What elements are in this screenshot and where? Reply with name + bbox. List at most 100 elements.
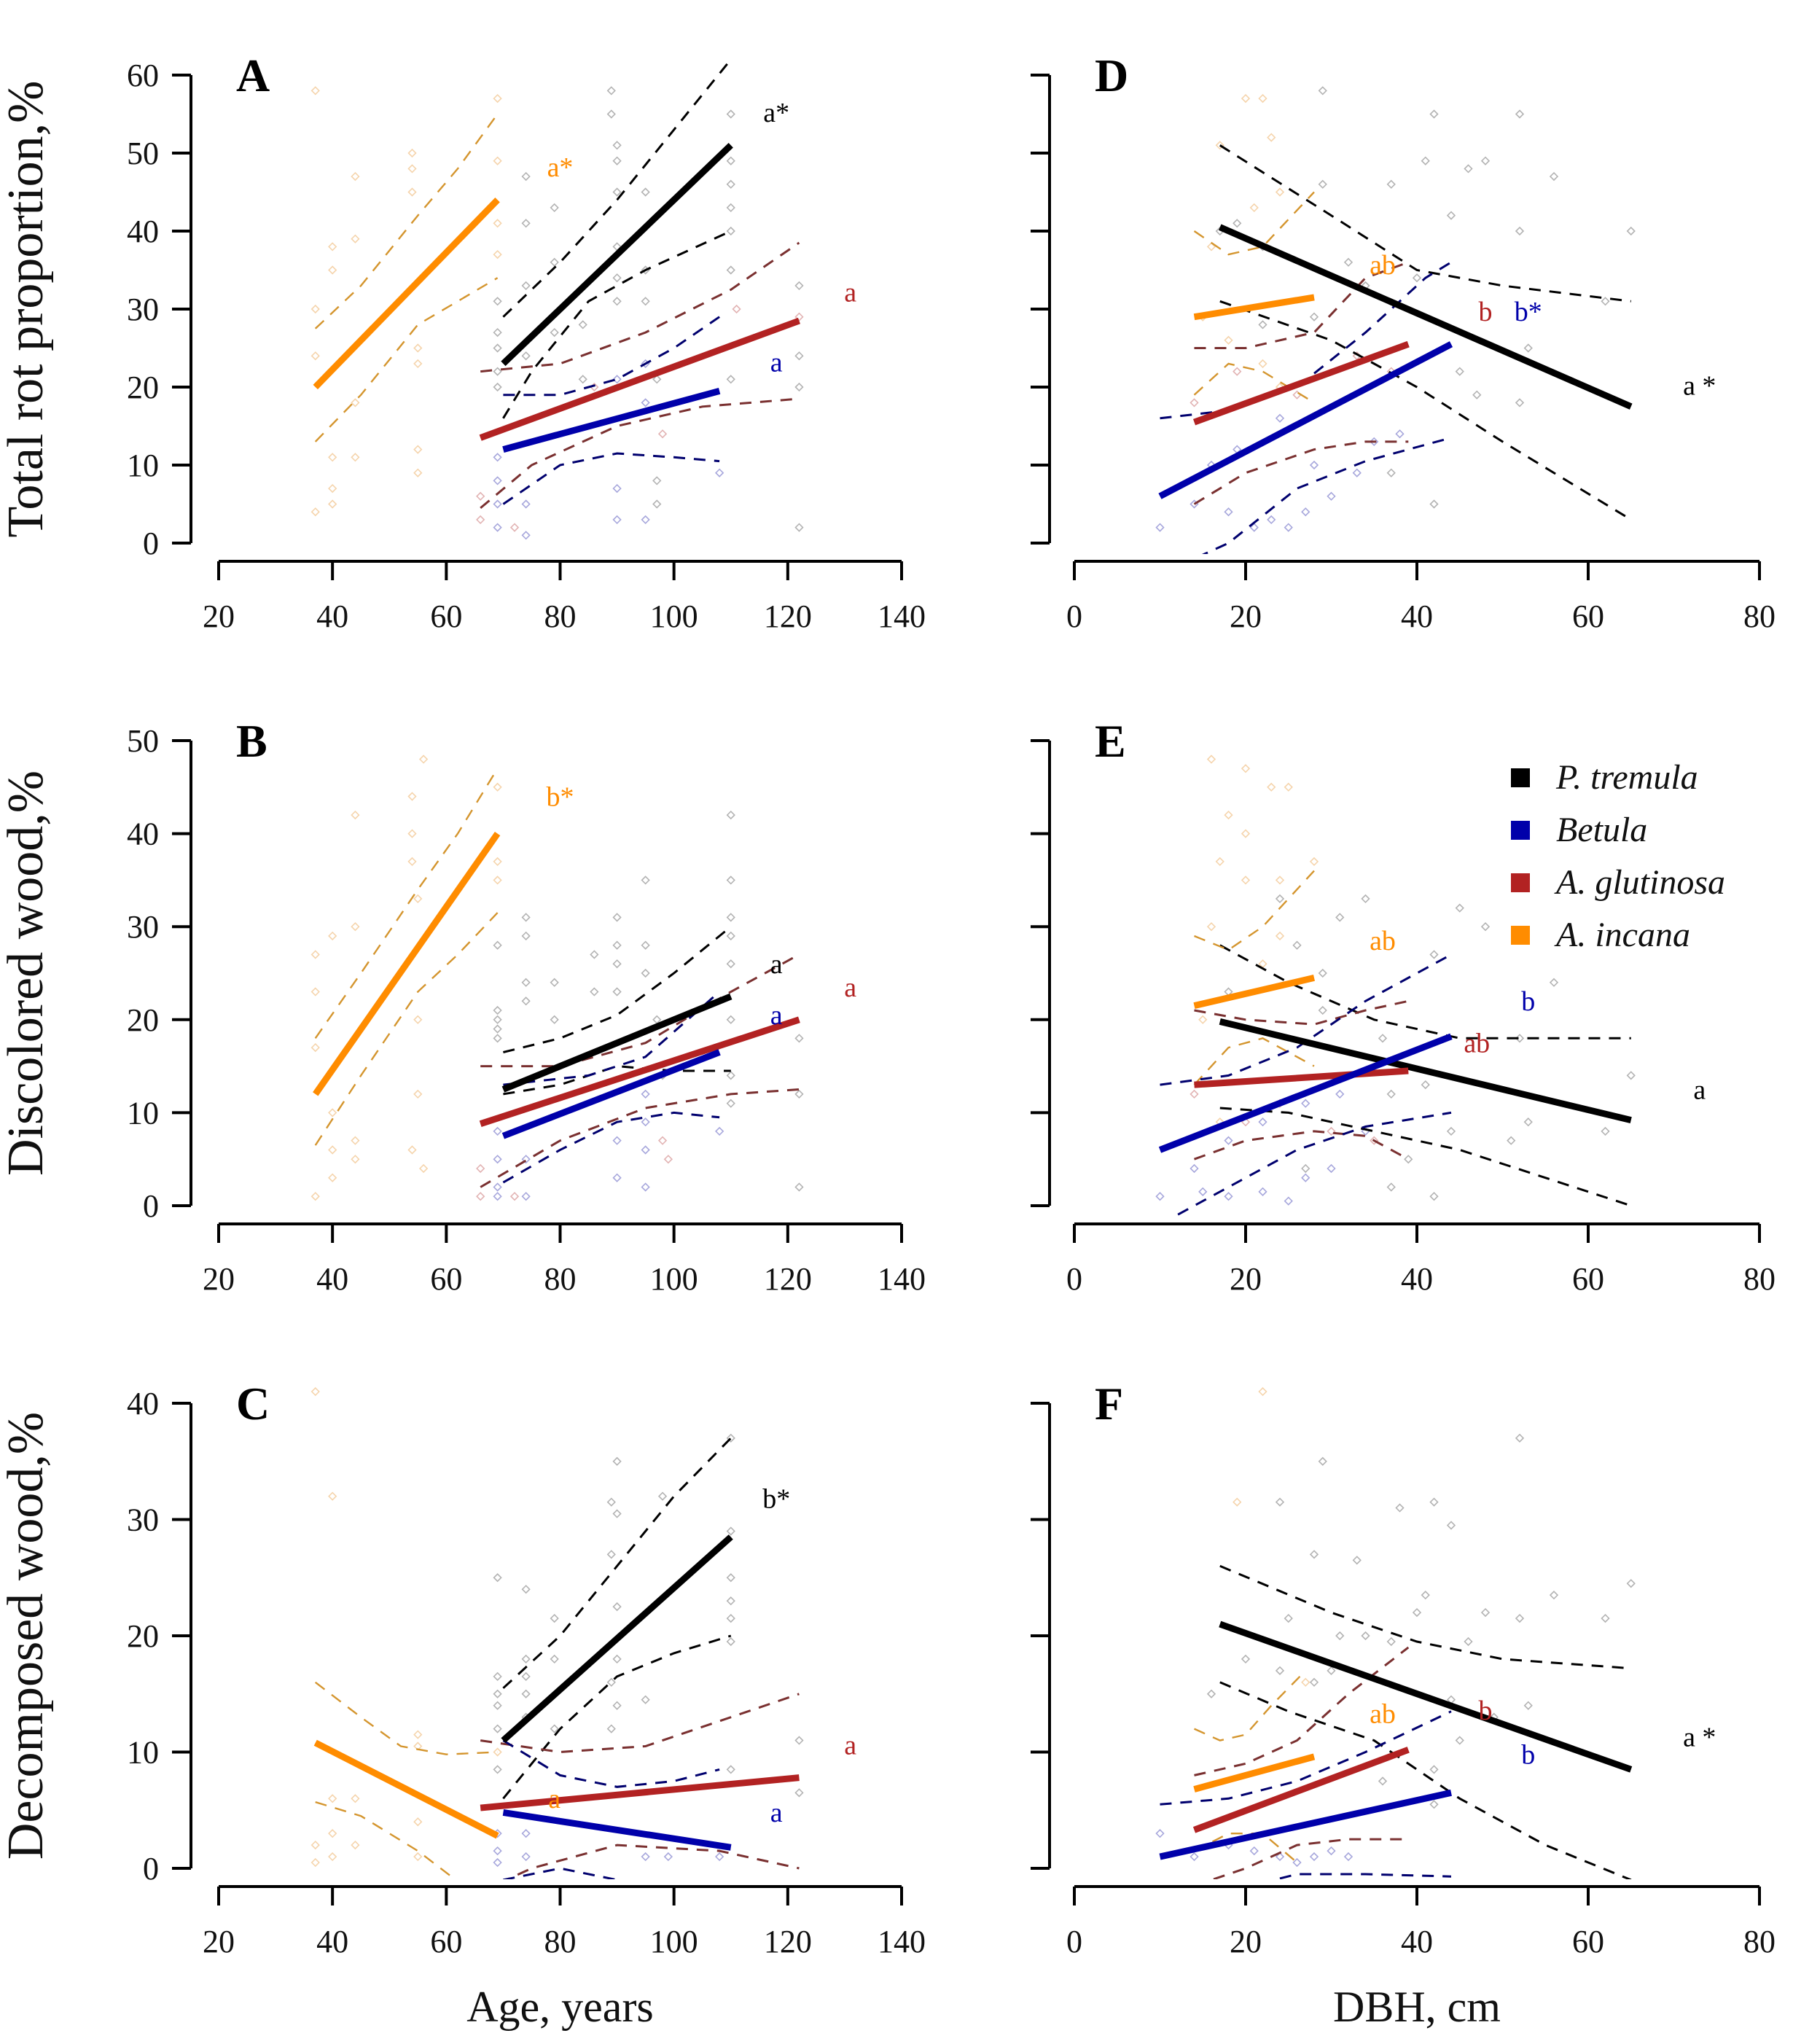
significance-label: a bbox=[844, 277, 856, 308]
x-axis: 20 40 60 80 100 120 140 bbox=[203, 1222, 926, 1297]
fit-line-glutinosa bbox=[480, 1774, 800, 1811]
x-axis-title: DBH, cm bbox=[1333, 1983, 1501, 2031]
ci-lower-betula bbox=[1201, 437, 1452, 554]
data-point bbox=[578, 375, 587, 384]
data-point bbox=[1395, 429, 1405, 439]
data-point bbox=[413, 359, 423, 369]
data-point bbox=[407, 164, 417, 173]
data-point bbox=[1241, 1654, 1251, 1664]
data-point bbox=[794, 281, 804, 291]
ci-upper-betula bbox=[1160, 953, 1452, 1086]
data-point bbox=[1429, 950, 1439, 959]
data-point bbox=[1480, 922, 1491, 932]
data-point bbox=[1343, 1852, 1353, 1862]
y-tick-label: 0 bbox=[143, 526, 159, 561]
significance-label: b* bbox=[547, 781, 574, 812]
data-point bbox=[1155, 1192, 1165, 1201]
data-point bbox=[641, 1182, 650, 1192]
data-point bbox=[476, 491, 485, 501]
data-point bbox=[1455, 903, 1464, 913]
data-point bbox=[493, 1857, 502, 1868]
x-tick-label: 80 bbox=[1743, 1924, 1776, 1959]
legend-swatch bbox=[1511, 821, 1530, 840]
data-point bbox=[328, 499, 337, 509]
data-point bbox=[1386, 1089, 1396, 1099]
data-point bbox=[612, 156, 622, 165]
data-point bbox=[726, 265, 735, 275]
data-point bbox=[328, 931, 337, 941]
data-point bbox=[1275, 1497, 1285, 1507]
data-point bbox=[328, 483, 337, 494]
data-point bbox=[1309, 312, 1319, 321]
data-point bbox=[1446, 1126, 1456, 1136]
y-tick-label: 0 bbox=[143, 1188, 159, 1224]
data-point bbox=[1429, 1765, 1439, 1774]
data-point bbox=[1327, 1846, 1336, 1856]
ci-lower-glutinosa bbox=[1210, 1838, 1409, 1879]
data-point bbox=[550, 1724, 559, 1733]
legend-label: P. tremula bbox=[1555, 758, 1698, 797]
data-point bbox=[493, 1155, 502, 1164]
data-point bbox=[606, 1724, 616, 1733]
y-axis bbox=[1031, 1402, 1051, 1870]
ci-upper-betula bbox=[502, 1739, 720, 1788]
data-point bbox=[493, 1024, 502, 1034]
x-tick-label: 100 bbox=[650, 1924, 698, 1959]
data-point bbox=[794, 312, 804, 321]
data-point bbox=[1370, 437, 1379, 447]
y-tick-label: 40 bbox=[127, 214, 159, 249]
data-point bbox=[612, 987, 622, 996]
fit-line-tremula bbox=[501, 143, 733, 367]
data-point bbox=[1258, 359, 1267, 369]
ci-upper-betula bbox=[503, 991, 721, 1086]
data-point bbox=[509, 1192, 520, 1201]
data-point bbox=[550, 327, 559, 338]
data-point bbox=[1335, 913, 1345, 922]
data-point bbox=[612, 187, 622, 197]
y-axis-title: Total rot proportion,% bbox=[0, 81, 54, 538]
data-point bbox=[1301, 1163, 1310, 1174]
data-point bbox=[310, 507, 320, 517]
data-point bbox=[1224, 1136, 1233, 1145]
y-tick-label: 40 bbox=[127, 816, 159, 852]
x-axis: 20 40 60 80 100 120 140 bbox=[203, 560, 926, 634]
x-tick-label: 40 bbox=[316, 1261, 348, 1297]
data-point bbox=[1318, 86, 1327, 95]
ci-lower-incana bbox=[1193, 1037, 1315, 1085]
data-point bbox=[310, 351, 320, 361]
data-point bbox=[1275, 894, 1285, 904]
data-point bbox=[726, 1099, 735, 1108]
plot-area bbox=[310, 1386, 804, 1879]
fit-line-incana bbox=[313, 1739, 499, 1839]
data-point bbox=[612, 297, 622, 306]
data-point bbox=[328, 1145, 337, 1155]
data-point bbox=[726, 1433, 735, 1443]
data-point bbox=[493, 343, 502, 353]
significance-label: b bbox=[1479, 1696, 1493, 1726]
data-point bbox=[641, 187, 650, 197]
data-point bbox=[328, 265, 337, 275]
data-point bbox=[310, 1857, 320, 1868]
ci-upper-glutinosa bbox=[480, 1693, 800, 1754]
ci-upper-incana bbox=[314, 768, 499, 1039]
fit-line-betula bbox=[502, 388, 721, 453]
data-point bbox=[641, 875, 650, 885]
significance-label: a bbox=[770, 949, 783, 980]
data-point bbox=[590, 950, 599, 959]
data-point bbox=[1343, 257, 1353, 267]
plot-area bbox=[310, 58, 804, 540]
y-tick-label: 0 bbox=[143, 1851, 159, 1887]
data-point bbox=[1318, 179, 1327, 189]
y-tick-label: 20 bbox=[127, 1002, 159, 1038]
x-tick-label: 80 bbox=[1743, 598, 1776, 634]
data-point bbox=[726, 1637, 735, 1647]
data-point bbox=[726, 931, 735, 941]
data-point bbox=[413, 468, 423, 477]
ci-upper-glutinosa bbox=[480, 241, 800, 373]
fit-line-betula bbox=[502, 1809, 732, 1851]
data-point bbox=[1190, 1852, 1199, 1862]
ci-upper-betula bbox=[1160, 261, 1452, 420]
data-point bbox=[521, 499, 531, 509]
data-point bbox=[1155, 1829, 1165, 1838]
